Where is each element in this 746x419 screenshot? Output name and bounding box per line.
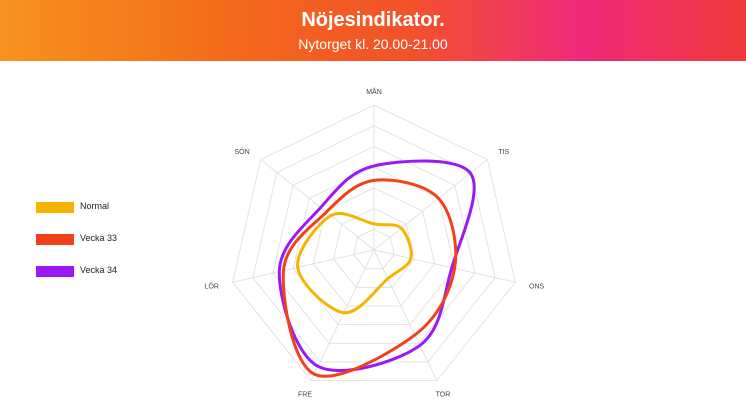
grid-spoke-1	[373, 159, 488, 251]
series-line-normal	[296, 212, 413, 315]
legend-label-normal: Normal	[80, 201, 110, 211]
grid-ring-7	[232, 104, 516, 382]
grid-ring-2	[333, 208, 415, 288]
axis-label-4: FRE	[298, 391, 312, 398]
axis-label-3: TOR	[436, 391, 451, 398]
chart-title: Nöjesindikator.	[301, 9, 445, 31]
chart-subtitle: Nytorget kl. 20.00-21.00	[298, 36, 448, 52]
grid-ring-5	[272, 145, 476, 344]
grid-spoke-2	[373, 249, 516, 283]
grid-spoke-6	[260, 159, 375, 251]
legend-label-vecka-33: Vecka 33	[80, 233, 118, 243]
axis-label-6: SÖN	[235, 148, 250, 156]
legend-swatch-vecka-34	[36, 266, 74, 277]
axis-label-1: TIS	[498, 149, 509, 156]
legend-swatch-vecka-33	[36, 234, 74, 245]
legend-label-vecka-34: Vecka 34	[80, 265, 118, 275]
series-line-vecka-34	[277, 159, 476, 372]
grid-spoke-5	[232, 249, 375, 283]
axis-label-0: MÅN	[366, 87, 382, 96]
grid-spoke-3	[373, 249, 438, 381]
legend-swatch-normal	[36, 202, 74, 213]
grid-ring-4	[292, 166, 456, 326]
grid-ring-1	[353, 228, 395, 270]
axis-label-2: ONS	[529, 283, 545, 290]
series-line-vecka-33	[281, 178, 458, 378]
chart-header: Nöjesindikator. Nytorget kl. 20.00-21.00	[0, 0, 746, 61]
grid-spoke-4	[310, 249, 375, 381]
axis-label-5: LÖR	[205, 282, 219, 290]
